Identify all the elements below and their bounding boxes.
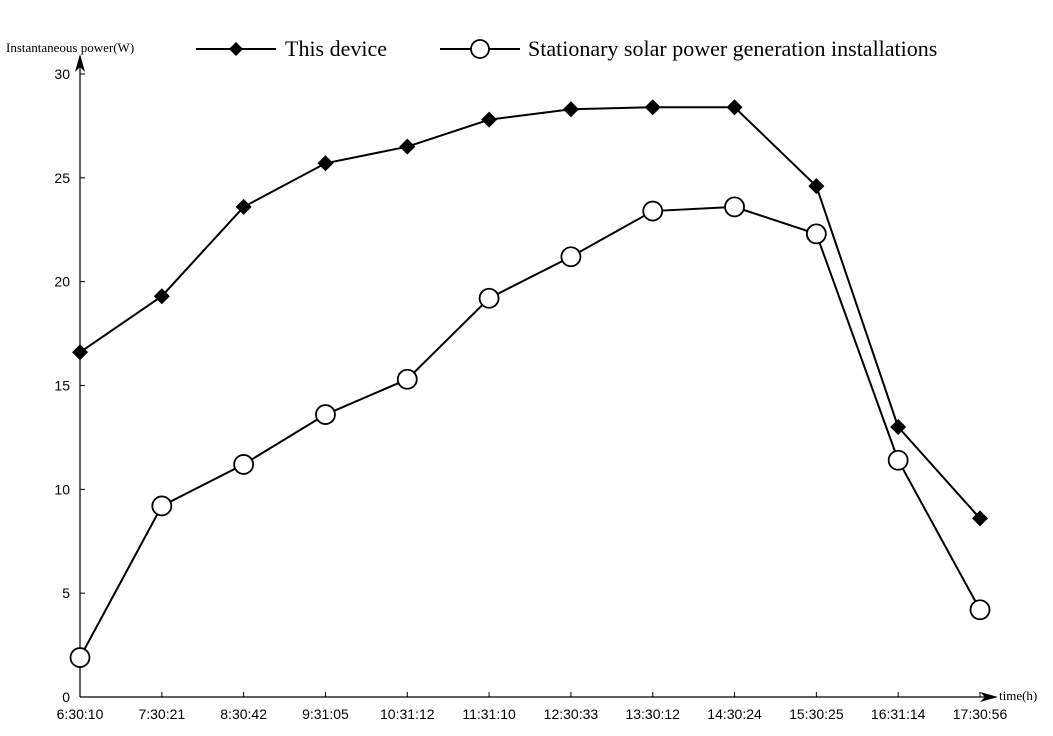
diamond-point (562, 101, 579, 118)
y-axis-arrow (75, 54, 85, 72)
x-tick-label: 10:31:12 (380, 706, 435, 722)
circle-point (560, 246, 582, 268)
series-line (79, 106, 981, 520)
circle-point (478, 287, 500, 309)
diamond-point (235, 198, 252, 215)
diamond-point (972, 510, 988, 527)
x-tick-label: 8:30:42 (220, 706, 267, 722)
x-tick-label: 12:30:33 (544, 706, 599, 722)
circle-point (724, 196, 745, 218)
diamond-point (808, 178, 825, 195)
x-tick-label: 15:30:25 (789, 706, 844, 722)
diamond-point (481, 111, 498, 128)
x-tick-label: 11:31:10 (462, 706, 516, 722)
diamond-point (72, 344, 88, 361)
circle-point (315, 404, 336, 425)
series-line (79, 205, 981, 659)
x-tick-label: 9:31:05 (302, 706, 349, 722)
diamond-point (399, 138, 416, 155)
circle-point (233, 454, 255, 475)
legend: This device Stationary solar power gener… (196, 36, 937, 61)
legend-label-stationary: Stationary solar power generation instal… (528, 36, 937, 61)
diamond-point (153, 288, 170, 305)
y-axis-title: Instantaneous power(W) (6, 40, 134, 55)
circle-point (642, 200, 664, 222)
circle-point (69, 647, 91, 668)
diamond-point (890, 419, 907, 436)
y-tick-label: 5 (62, 585, 70, 601)
y-tick-label: 20 (54, 274, 70, 290)
diamond-point (644, 99, 661, 116)
y-tick-label: 0 (62, 689, 70, 705)
circle-point (396, 368, 418, 390)
diamond-marker-icon (229, 42, 243, 56)
y-tick-label: 30 (54, 66, 70, 82)
x-tick-label: 14:30:24 (707, 706, 762, 722)
y-ticks: 0 5 10 15 20 25 30 (54, 66, 85, 705)
diamond-point (317, 155, 334, 172)
legend-item-stationary: Stationary solar power generation instal… (440, 36, 937, 61)
circle-point (805, 223, 827, 245)
x-tick-label: 7:30:21 (138, 706, 185, 722)
y-tick-label: 25 (54, 170, 70, 186)
circle-point (969, 599, 991, 621)
y-tick-label: 10 (54, 481, 70, 497)
circle-point (887, 449, 909, 471)
legend-item-this-device: This device (196, 36, 387, 61)
series-1 (72, 99, 988, 527)
x-axis-arrow (980, 692, 998, 702)
circle-point (151, 495, 173, 517)
x-tick-label: 6:30:10 (57, 706, 104, 722)
circle-marker-icon (470, 39, 490, 59)
x-tick-label: 16:31:14 (871, 706, 926, 722)
x-axis-title: time(h) (999, 688, 1037, 703)
x-tick-label: 17:30:56 (953, 706, 1008, 722)
legend-label-this-device: This device (285, 36, 387, 61)
series-2 (69, 196, 991, 668)
x-tick-label: 13:30:12 (625, 706, 680, 722)
x-ticks: 6:30:10 7:30:21 8:30:42 9:31:05 10:31:12 11:3… (57, 692, 1008, 722)
y-tick-label: 15 (54, 378, 70, 394)
series-layer (69, 99, 991, 668)
diamond-point (726, 99, 743, 116)
